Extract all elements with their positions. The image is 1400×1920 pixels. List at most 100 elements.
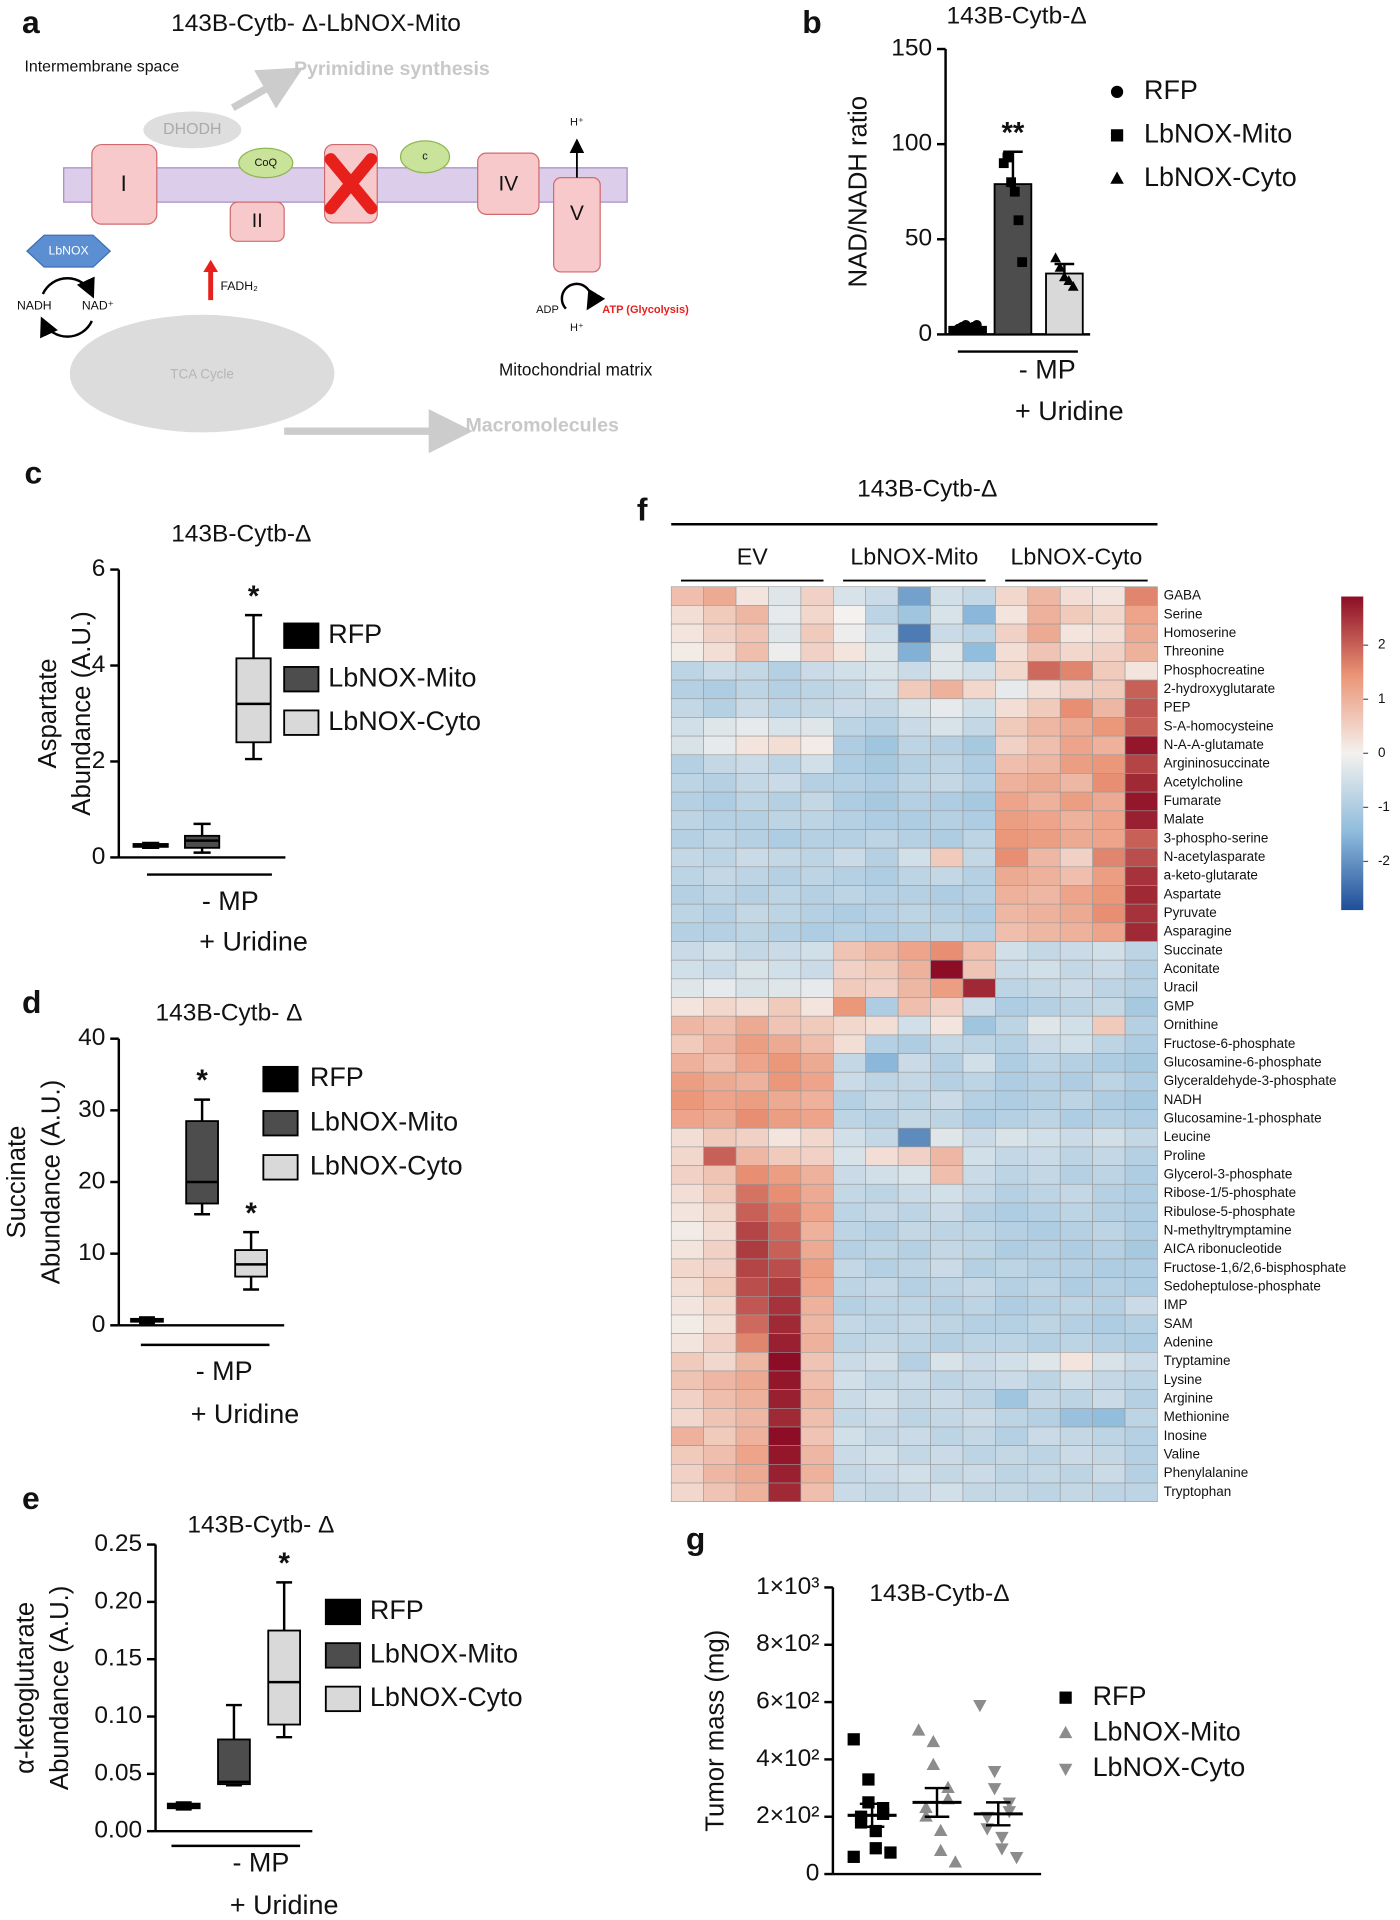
heatmap-cell — [768, 978, 802, 998]
heatmap-cell — [1027, 829, 1061, 849]
heatmap-cell — [995, 1127, 1029, 1148]
label: LbNOX — [49, 243, 89, 257]
heatmap-cell — [897, 1034, 931, 1054]
heatmap-cell — [930, 810, 964, 830]
heatmap-cell — [865, 1090, 899, 1110]
heatmap-cell — [930, 735, 964, 756]
heatmap-cell — [865, 829, 899, 849]
heatmap-cell — [1124, 1258, 1158, 1278]
heatmap-cell — [1124, 1202, 1158, 1222]
annotation: * — [196, 1064, 208, 1097]
heatmap-cell — [930, 978, 964, 998]
annotation: * — [248, 580, 260, 613]
heatmap-cell — [1092, 735, 1126, 756]
column-group-label: LbNOX-Cyto — [1010, 544, 1142, 570]
heatmap-cell — [703, 1389, 737, 1409]
heatmap-cell — [995, 1165, 1029, 1185]
row-label: Leucine — [1164, 1129, 1211, 1144]
heatmap-cell — [832, 1426, 867, 1446]
heatmap-cell — [865, 1071, 899, 1092]
y-tick-label: 10 — [78, 1239, 105, 1266]
row-label: Aconitate — [1164, 961, 1220, 976]
heatmap-cell — [995, 1464, 1029, 1484]
heatmap-cell — [930, 1333, 964, 1353]
row-label: N-acetylasparate — [1164, 849, 1266, 864]
cyt-c — [399, 140, 451, 174]
legend-marker — [324, 1685, 362, 1713]
heatmap-cell — [670, 1370, 704, 1390]
heatmap-cell — [800, 1034, 834, 1054]
heatmap-cell — [800, 810, 834, 830]
row-label: Threonine — [1164, 644, 1225, 659]
heatmap-cell — [995, 773, 1029, 793]
heatmap-cell — [865, 847, 899, 868]
annotation: ** — [1002, 116, 1025, 149]
heatmap-cell — [703, 791, 737, 812]
heatmap-cell — [1059, 810, 1093, 830]
heatmap-cell — [735, 885, 769, 905]
heatmap-cell — [1059, 1464, 1093, 1484]
heatmap-cell — [962, 1370, 996, 1390]
heatmap-cell — [1059, 866, 1093, 886]
heatmap-cell — [865, 1295, 899, 1316]
heatmap-cell — [962, 1053, 996, 1073]
heatmap-cell — [1092, 1221, 1126, 1241]
heatmap-cell — [962, 735, 996, 756]
heatmap-cell — [1059, 1426, 1093, 1446]
heatmap-cell — [897, 997, 931, 1017]
group-label: - MP — [1019, 354, 1076, 384]
heatmap-cell — [930, 1090, 964, 1110]
heatmap-cell — [1124, 1221, 1158, 1241]
heatmap-cell — [1092, 1239, 1126, 1260]
group-label: + Uridine — [191, 1399, 300, 1429]
heatmap-cell — [1124, 661, 1158, 681]
heatmap-cell — [735, 1314, 769, 1334]
heatmap-cell — [768, 866, 802, 886]
point — [862, 1773, 875, 1786]
row-label: SAM — [1164, 1316, 1193, 1331]
heatmap-cell — [735, 1258, 769, 1278]
heatmap-cell — [1092, 1053, 1126, 1073]
heatmap-cell — [1027, 978, 1061, 998]
heatmap-cell — [703, 1333, 737, 1353]
heatmap-cell — [1059, 1239, 1093, 1260]
heatmap-cell — [897, 1183, 931, 1204]
y-axis-label: Tumor mass (mg) — [701, 1630, 729, 1832]
y-axis-label: Aspartate — [34, 658, 62, 768]
heatmap-cell — [832, 791, 867, 812]
label: V — [570, 202, 584, 225]
legend-label: RFP — [328, 619, 382, 649]
heatmap-cell — [800, 922, 834, 942]
heatmap-cell — [897, 1295, 931, 1316]
heatmap-cell — [800, 698, 834, 718]
heatmap-cell — [832, 1053, 867, 1073]
legend-label: LbNOX-Cyto — [310, 1150, 463, 1180]
heatmap-cell — [897, 1090, 931, 1110]
heatmap-cell — [800, 1277, 834, 1297]
point — [869, 1824, 882, 1838]
label: ADP — [536, 304, 559, 316]
dhodh — [143, 111, 242, 149]
heatmap-cell — [865, 605, 899, 625]
heatmap-cell — [768, 1053, 802, 1073]
heatmap-cell — [735, 1109, 769, 1129]
heatmap-cell — [995, 661, 1029, 681]
heatmap-cell — [670, 1239, 704, 1260]
heatmap-cell — [995, 586, 1029, 606]
group-label: + Uridine — [1015, 396, 1124, 426]
heatmap-cell — [735, 941, 769, 961]
heatmap-cell — [1124, 1183, 1158, 1204]
heatmap-cell — [1059, 978, 1093, 998]
heatmap-cell — [1027, 903, 1061, 924]
heatmap-cell — [800, 586, 834, 606]
heatmap-cell — [1092, 922, 1126, 942]
bar — [1045, 272, 1084, 336]
heatmap-cell — [865, 661, 899, 681]
heatmap-cell — [897, 773, 931, 793]
heatmap-cell — [768, 698, 802, 718]
legend-marker — [262, 1065, 299, 1093]
heatmap-cell — [1124, 941, 1158, 961]
heatmap-cell — [865, 810, 899, 830]
heatmap-cell — [995, 1370, 1029, 1390]
heatmap-cell — [670, 1071, 704, 1092]
